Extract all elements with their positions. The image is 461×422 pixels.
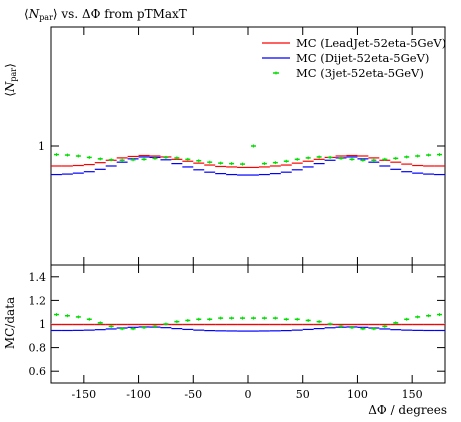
ratio-y-axis-label: MC/data — [3, 297, 17, 349]
ratio-series — [51, 313, 445, 332]
series-mc-leadjet-52eta-5gev- — [51, 154, 445, 169]
main-y-tick-label: 1 — [38, 140, 45, 153]
legend-label: MC (Dijet-52eta-5GeV) — [296, 51, 429, 65]
series-mc-dijet-52eta-5gev- — [51, 326, 445, 332]
x-tick-label: -100 — [126, 388, 151, 401]
ratio-y-tick-label: 0.8 — [29, 342, 47, 355]
x-tick-label: 100 — [347, 388, 368, 401]
series-mc-dijet-52eta-5gev- — [51, 156, 445, 176]
main-y-axis-label: ⟨Npar⟩ — [3, 63, 18, 97]
x-tick-label: 50 — [296, 388, 310, 401]
series-mc-3jet-52eta-5gev- — [53, 313, 443, 331]
x-tick-label: 150 — [402, 388, 423, 401]
main-y-ticks: 1 — [38, 27, 445, 265]
x-tick-label: -150 — [71, 388, 96, 401]
x-tick-label: 0 — [245, 388, 252, 401]
ratio-y-tick-label: 1.2 — [29, 294, 47, 307]
ratio-ticks: 0.6 0.8 1 1.2 1.4 -150 -100 -50 0 50 100 150 — [29, 265, 445, 401]
x-tick-label: -50 — [184, 388, 202, 401]
legend-item: MC (3jet-52eta-5GeV) — [273, 66, 424, 80]
legend-item: MC (Dijet-52eta-5GeV) — [262, 51, 429, 65]
x-axis-label: ΔΦ / degrees — [368, 403, 447, 417]
ratio-y-tick-label: 1 — [39, 318, 46, 331]
legend: MC (LeadJet-52eta-5GeV)MC (Dijet-52eta-5… — [262, 36, 446, 80]
ratio-y-tick-label: 1.4 — [29, 271, 47, 284]
chart-title: ⟨Npar⟩ vs. ΔΦ from pTMaxT — [24, 7, 187, 22]
main-series — [51, 144, 445, 176]
series-mc-3jet-52eta-5gev- — [53, 144, 443, 166]
legend-item: MC (LeadJet-52eta-5GeV) — [262, 36, 446, 50]
legend-label: MC (3jet-52eta-5GeV) — [296, 66, 424, 80]
legend-label: MC (LeadJet-52eta-5GeV) — [296, 36, 446, 50]
ratio-y-tick-label: 0.6 — [29, 365, 47, 378]
